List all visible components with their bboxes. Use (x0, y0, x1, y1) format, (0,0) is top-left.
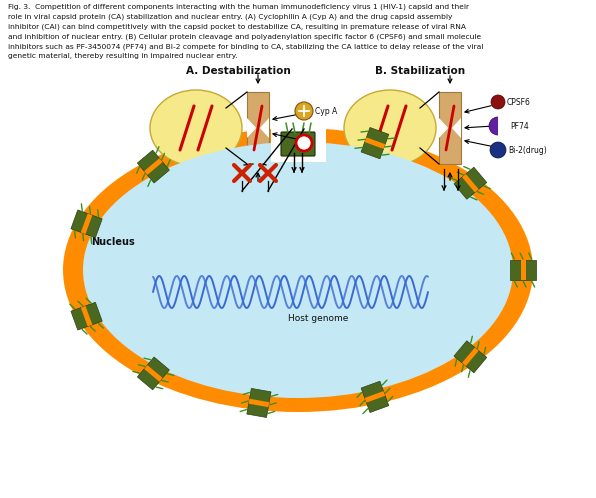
Circle shape (491, 95, 505, 109)
Text: CAI: CAI (314, 135, 327, 144)
Polygon shape (81, 306, 92, 326)
Polygon shape (462, 174, 479, 193)
Text: Fig. 3.  Competition of different components interacting with the human immunode: Fig. 3. Competition of different compone… (8, 3, 469, 9)
Text: (drug): (drug) (314, 143, 338, 152)
Text: CPSF6: CPSF6 (507, 98, 531, 107)
Circle shape (295, 102, 313, 120)
Polygon shape (520, 260, 526, 280)
Polygon shape (71, 210, 102, 238)
Text: genetic material, thereby resulting in impaired nuclear entry.: genetic material, thereby resulting in i… (8, 53, 237, 59)
Polygon shape (247, 388, 271, 417)
Polygon shape (454, 167, 487, 199)
Circle shape (490, 142, 506, 158)
Polygon shape (452, 118, 461, 138)
Polygon shape (260, 118, 269, 138)
Text: Cytoplasm: Cytoplasm (155, 178, 213, 188)
Polygon shape (454, 341, 487, 373)
Text: Bi-2(drug): Bi-2(drug) (508, 145, 547, 154)
Bar (498, 116, 510, 136)
Polygon shape (144, 158, 163, 175)
Polygon shape (81, 214, 92, 234)
Polygon shape (144, 365, 163, 382)
Bar (271, 122, 325, 162)
Bar (247, 92, 269, 164)
FancyBboxPatch shape (281, 132, 315, 156)
Polygon shape (365, 137, 385, 149)
Text: inhibitor (CAI) can bind competitively with the capsid pocket to destabilize CA,: inhibitor (CAI) can bind competitively w… (8, 23, 466, 29)
Text: B. Stabilization: B. Stabilization (375, 66, 465, 76)
Polygon shape (137, 150, 169, 183)
Circle shape (296, 135, 312, 151)
Polygon shape (510, 260, 536, 280)
Text: Host genome: Host genome (288, 314, 348, 323)
Polygon shape (462, 348, 479, 366)
Polygon shape (137, 357, 169, 390)
Ellipse shape (83, 142, 513, 398)
Ellipse shape (150, 90, 242, 166)
Ellipse shape (344, 90, 436, 166)
Text: role in viral capsid protein (CA) stabilization and nuclear entry. (A) Cyclophil: role in viral capsid protein (CA) stabil… (8, 13, 452, 19)
Polygon shape (249, 399, 269, 407)
Polygon shape (71, 302, 102, 330)
Text: and inhibition of nuclear entry. (B) Cellular protein cleavage and polyadenylati: and inhibition of nuclear entry. (B) Cel… (8, 33, 481, 39)
Circle shape (489, 117, 507, 135)
Text: Cyp A: Cyp A (315, 107, 337, 116)
Polygon shape (365, 391, 385, 402)
Ellipse shape (63, 128, 533, 412)
Text: PF74: PF74 (510, 122, 529, 130)
Polygon shape (361, 127, 389, 159)
Bar (439, 92, 461, 164)
Polygon shape (247, 118, 256, 138)
Text: inhibitors such as PF-3450074 (PF74) and BI-2 compete for binding to CA, stabili: inhibitors such as PF-3450074 (PF74) and… (8, 43, 483, 49)
Polygon shape (361, 381, 389, 412)
Polygon shape (439, 118, 448, 138)
Text: A. Destabilization: A. Destabilization (185, 66, 290, 76)
Text: Nucleus: Nucleus (91, 237, 135, 247)
